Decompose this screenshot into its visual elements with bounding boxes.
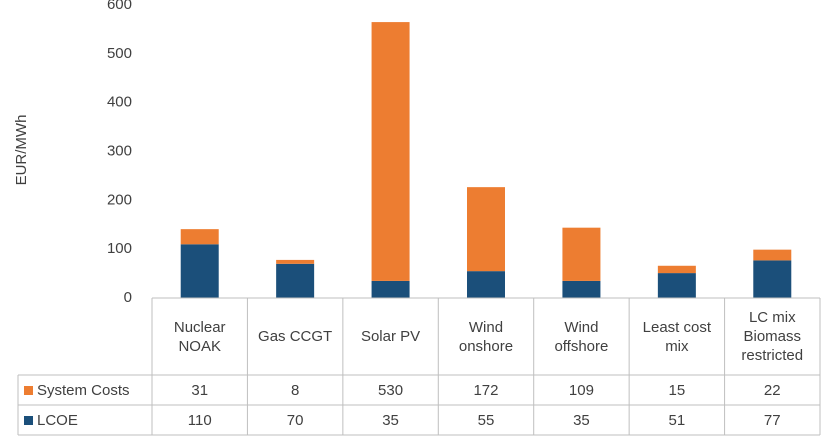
- legend-swatch: [24, 385, 33, 395]
- bar-segment: [657, 265, 696, 274]
- y-tick-label: 100: [107, 240, 132, 257]
- table-value: 35: [573, 411, 590, 429]
- category-label: LC mix Biomass restricted: [741, 309, 804, 364]
- bar-segment: [180, 229, 219, 245]
- table-value: 530: [378, 381, 404, 399]
- table-value: 22: [763, 381, 781, 399]
- y-tick-label: 200: [107, 191, 132, 208]
- y-tick-label: 400: [107, 94, 132, 111]
- bar-segment: [753, 249, 792, 261]
- table-value: 31: [191, 381, 209, 399]
- category-label: Least cost mix: [642, 318, 712, 355]
- table-value: 8: [290, 381, 300, 399]
- bar-segment: [562, 227, 601, 281]
- y-tick-label: 500: [107, 45, 132, 62]
- bar-segment: [371, 280, 410, 298]
- y-axis-label: EUR/MWh: [13, 115, 30, 186]
- category-label: Solar PV: [360, 328, 421, 345]
- category-label: Wind offshore: [554, 318, 609, 355]
- table-value: 70: [286, 411, 304, 429]
- bar-segment: [657, 273, 696, 298]
- bar-segment: [562, 280, 601, 298]
- legend-entry: LCOE: [18, 405, 152, 435]
- bar-segment: [180, 244, 219, 298]
- category-label: Gas CCGT: [258, 328, 333, 345]
- table-value: 110: [187, 411, 212, 429]
- bar-segment: [276, 263, 315, 298]
- bar-segment: [371, 22, 410, 281]
- table-value: 109: [568, 381, 594, 399]
- category-label: Wind onshore: [458, 318, 514, 355]
- table-value: 77: [763, 411, 781, 429]
- bar-segment: [467, 187, 505, 272]
- table-value: 55: [477, 411, 495, 429]
- table-value: 35: [382, 411, 399, 429]
- legend-swatch: [24, 415, 33, 425]
- y-tick-label: 600: [107, 0, 132, 13]
- y-tick-label: 0: [124, 289, 132, 306]
- legend-label: System Costs: [37, 381, 130, 399]
- legend-entry: System Costs: [18, 375, 152, 405]
- bar-segment: [467, 271, 505, 298]
- table-value: 51: [668, 411, 686, 429]
- bar-segment: [753, 260, 792, 298]
- table-value: 15: [668, 381, 686, 399]
- table-value: 172: [473, 381, 499, 399]
- bar-segment: [276, 259, 315, 264]
- y-tick-label: 300: [107, 142, 132, 159]
- legend-label: LCOE: [37, 411, 78, 429]
- category-label: Nuclear NOAK: [173, 318, 226, 355]
